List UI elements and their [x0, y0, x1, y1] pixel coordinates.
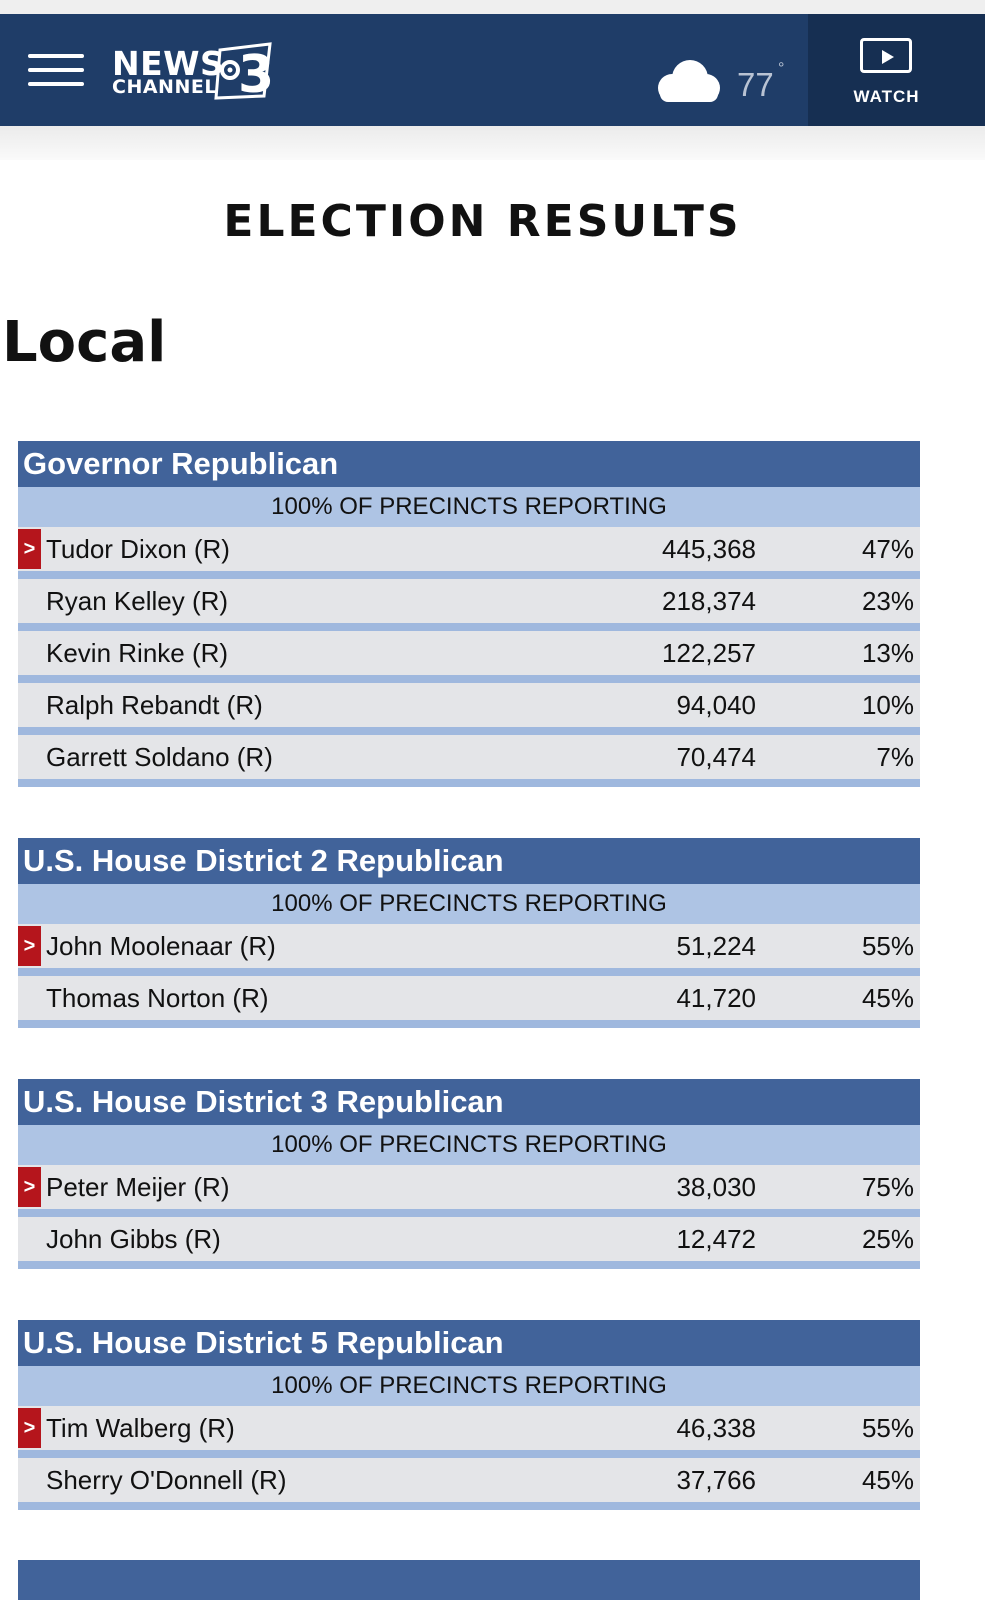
candidate-votes: 218,374: [662, 586, 756, 616]
candidate-name: Tim Walberg (R): [46, 1413, 235, 1443]
candidate-votes: 94,040: [676, 690, 756, 720]
play-icon: [860, 38, 912, 73]
candidate-votes: 38,030: [676, 1172, 756, 1202]
candidate-row: > John Moolenaar (R) 51,224 55%: [18, 924, 920, 968]
candidate-percent: 55%: [861, 931, 914, 961]
winner-marker-icon: >: [18, 926, 41, 966]
candidate-percent: 45%: [861, 1465, 914, 1495]
candidate-percent: 23%: [861, 586, 914, 616]
candidate-name: Ryan Kelley (R): [46, 586, 229, 616]
candidate-row: Garrett Soldano (R) 70,474 7%: [18, 735, 920, 779]
candidate-name: John Moolenaar (R): [46, 931, 276, 961]
top-strip: [0, 0, 985, 14]
logo-channel-text: CHANNEL: [112, 76, 217, 98]
candidate-votes: 41,720: [676, 983, 756, 1013]
watch-button[interactable]: WATCH: [808, 14, 985, 126]
candidate-percent: 75%: [861, 1172, 914, 1202]
winner-marker-icon: >: [18, 1167, 41, 1207]
candidate-name: Thomas Norton (R): [46, 983, 269, 1013]
race-table-house-district-3: U.S. House District 3 Republican 100% OF…: [18, 1079, 920, 1269]
candidate-row: Kevin Rinke (R) 122,257 13%: [18, 631, 920, 675]
race-title: U.S. House District 2 Republican: [18, 838, 920, 884]
precincts-reporting: 100% OF PRECINCTS REPORTING: [18, 1125, 920, 1165]
hamburger-menu-icon[interactable]: [28, 52, 84, 88]
candidate-name: Sherry O'Donnell (R): [46, 1465, 287, 1495]
candidate-votes: 51,224: [676, 931, 756, 961]
candidate-row: Ralph Rebandt (R) 94,040 10%: [18, 683, 920, 727]
candidate-row: > Tudor Dixon (R) 445,368 47%: [18, 527, 920, 571]
candidate-row: John Gibbs (R) 12,472 25%: [18, 1217, 920, 1261]
winner-marker-icon: >: [18, 529, 41, 569]
winner-marker-icon: >: [18, 1408, 41, 1448]
candidate-votes: 445,368: [662, 534, 756, 564]
race-table-house-district-2: U.S. House District 2 Republican 100% OF…: [18, 838, 920, 1028]
header-shadow: [0, 126, 985, 160]
logo-number: 3: [238, 45, 274, 100]
candidate-percent: 55%: [861, 1413, 914, 1443]
candidate-percent: 47%: [861, 534, 914, 564]
candidate-percent: 7%: [876, 742, 914, 772]
candidate-votes: 122,257: [662, 638, 756, 668]
candidate-row: Sherry O'Donnell (R) 37,766 45%: [18, 1458, 920, 1502]
candidate-row: Thomas Norton (R) 41,720 45%: [18, 976, 920, 1020]
candidate-name: Ralph Rebandt (R): [46, 690, 263, 720]
candidate-votes: 70,474: [676, 742, 756, 772]
precincts-reporting: 100% OF PRECINCTS REPORTING: [18, 884, 920, 924]
precincts-reporting: 100% OF PRECINCTS REPORTING: [18, 1366, 920, 1406]
next-race-header: [18, 1560, 920, 1600]
candidate-name: Tudor Dixon (R): [46, 534, 230, 564]
candidate-row: > Peter Meijer (R) 38,030 75%: [18, 1165, 920, 1209]
logo-3-mark-icon: 3: [214, 42, 274, 100]
candidate-name: John Gibbs (R): [46, 1224, 221, 1254]
candidate-percent: 45%: [861, 983, 914, 1013]
race-table-governor: Governor Republican 100% OF PRECINCTS RE…: [18, 441, 920, 787]
degree-symbol: °: [778, 60, 785, 77]
candidate-name: Kevin Rinke (R): [46, 638, 229, 668]
candidate-percent: 10%: [861, 690, 914, 720]
page-title: ELECTION RESULTS: [223, 196, 742, 247]
news-channel-3-logo[interactable]: NEWS CHANNEL 3: [110, 42, 280, 102]
race-title: U.S. House District 3 Republican: [18, 1079, 920, 1125]
logo-news-text: NEWS: [112, 44, 225, 83]
candidate-name: Peter Meijer (R): [46, 1172, 230, 1202]
race-title: U.S. House District 5 Republican: [18, 1320, 920, 1366]
section-title: Local: [2, 310, 167, 375]
candidate-percent: 13%: [861, 638, 914, 668]
candidate-name: Garrett Soldano (R): [46, 742, 273, 772]
race-title: Governor Republican: [18, 441, 920, 487]
candidate-percent: 25%: [861, 1224, 914, 1254]
watch-label: WATCH: [853, 87, 920, 106]
candidate-votes: 12,472: [676, 1224, 756, 1254]
candidate-row: Ryan Kelley (R) 218,374 23%: [18, 579, 920, 623]
candidate-votes: 37,766: [676, 1465, 756, 1495]
candidate-votes: 46,338: [676, 1413, 756, 1443]
precincts-reporting: 100% OF PRECINCTS REPORTING: [18, 487, 920, 527]
candidate-row: > Tim Walberg (R) 46,338 55%: [18, 1406, 920, 1450]
race-table-house-district-5: U.S. House District 5 Republican 100% OF…: [18, 1320, 920, 1510]
cloud-icon: [658, 60, 720, 102]
temperature[interactable]: 77: [737, 66, 774, 103]
